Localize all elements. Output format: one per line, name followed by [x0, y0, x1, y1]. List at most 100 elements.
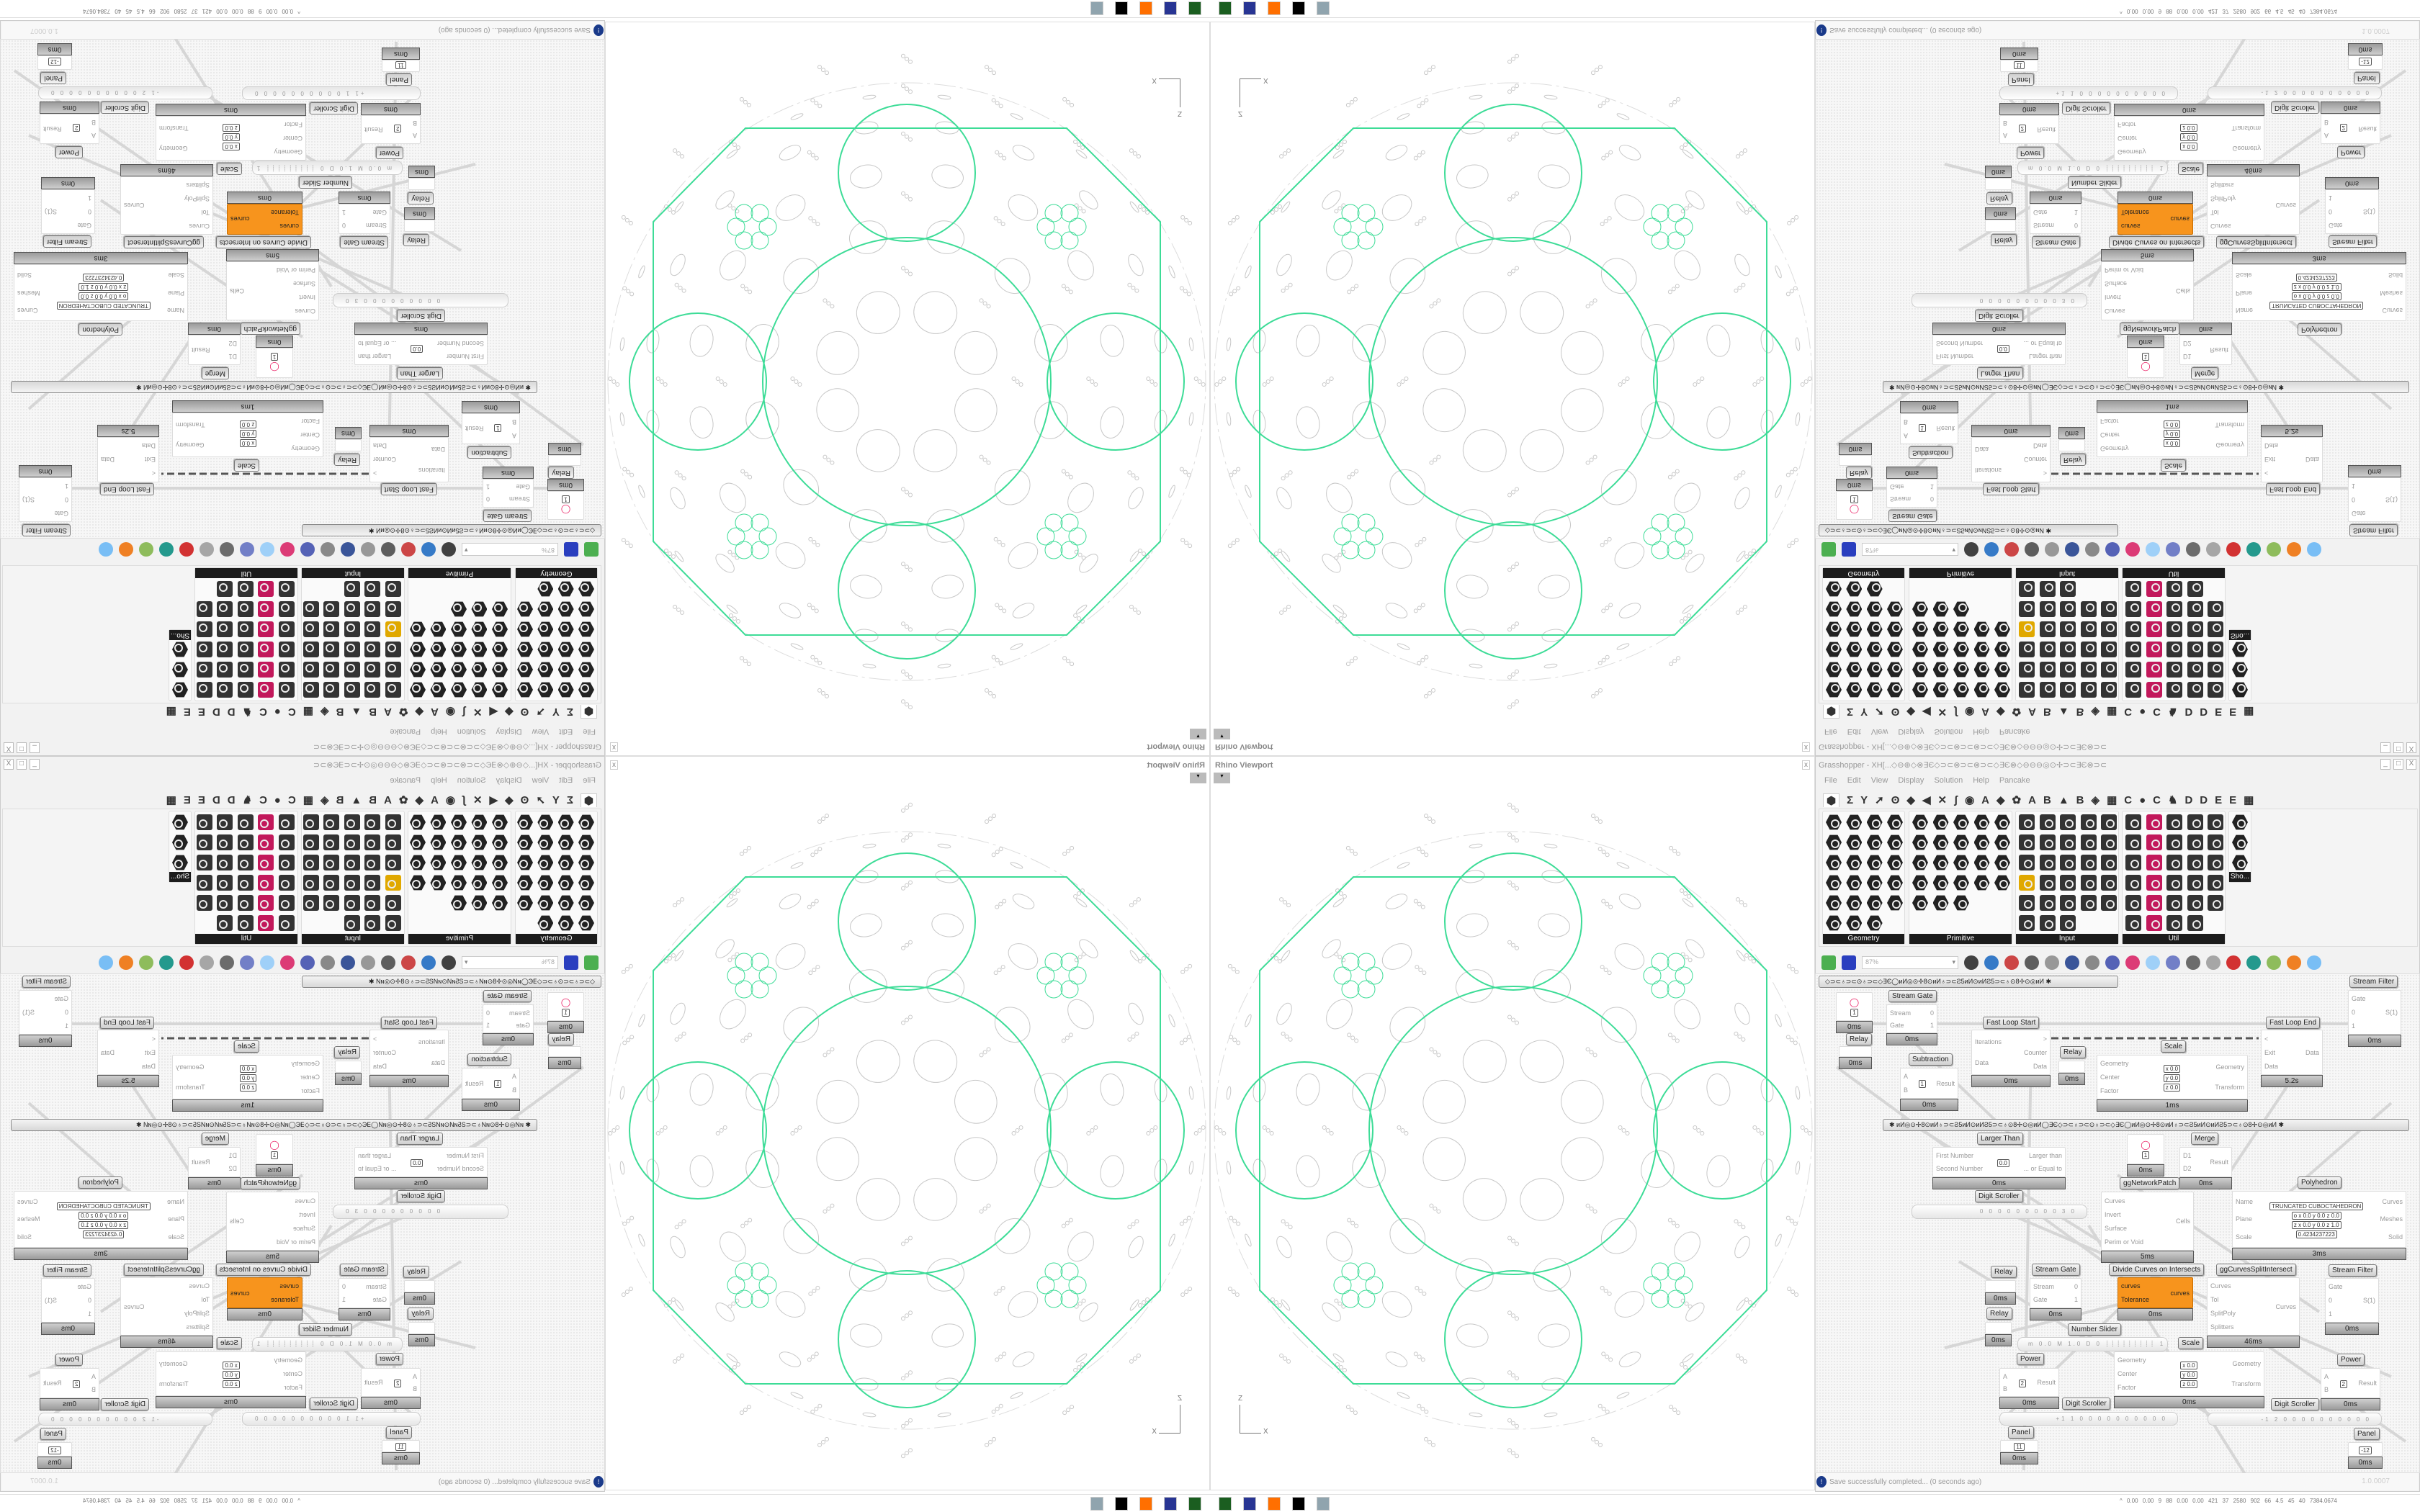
primitive-component-icon[interactable] [1953, 682, 1969, 698]
primitive-component-icon[interactable] [472, 682, 488, 698]
output-port[interactable]: 0 [2074, 222, 2078, 229]
primitive-component-icon[interactable] [451, 814, 467, 830]
util-component-icon[interactable] [2146, 834, 2162, 850]
menu-file[interactable]: File [583, 727, 596, 736]
geometry-component-icon[interactable] [578, 662, 594, 678]
input-component-icon[interactable] [385, 915, 401, 931]
input-component-icon[interactable] [323, 895, 340, 911]
zoom-input[interactable]: 87% [1862, 543, 1958, 556]
preview-eye-icon[interactable] [421, 542, 436, 557]
floppy-64-icon[interactable] [1164, 1497, 1177, 1511]
relay-label[interactable]: Relay [403, 1266, 429, 1278]
new-document-icon[interactable] [1821, 955, 1836, 970]
output-port[interactable]: 0 [342, 222, 346, 229]
value-field[interactable]: 2 [394, 125, 402, 133]
geometry-component-icon[interactable] [558, 621, 574, 637]
util-component-icon[interactable] [2166, 915, 2182, 931]
util-component-icon[interactable] [279, 581, 295, 597]
inkscape-icon[interactable] [1115, 1497, 1128, 1511]
tab[interactable]: ➚ [1875, 706, 1884, 718]
canvas-icon[interactable] [2085, 955, 2099, 970]
util-component-icon[interactable] [2166, 855, 2182, 870]
output-port[interactable]: Geometry [2215, 1063, 2244, 1071]
util-component-icon[interactable] [2208, 834, 2223, 850]
tab[interactable]: ✿ [398, 794, 408, 806]
ggnetworkpatch-component[interactable]: Curves Invert Surface Perim or Void Cells [2101, 1192, 2194, 1251]
output-port[interactable]: Transform [176, 421, 205, 428]
geometry-component-icon[interactable] [537, 875, 553, 891]
slider[interactable]: -1 2 0 0 0 0 0 0 0 0 0 0 [38, 86, 212, 99]
slider-label[interactable]: Number Slider [299, 1323, 352, 1336]
util-component-icon[interactable] [258, 621, 274, 637]
panel-header[interactable]: Util [195, 934, 297, 944]
wires-icon[interactable] [2166, 955, 2180, 970]
geometry-component-icon[interactable] [1866, 814, 1883, 830]
input-port[interactable]: Geometry [2100, 444, 2129, 452]
input-port[interactable]: Geometry [2118, 1356, 2146, 1364]
input-component-icon[interactable] [2080, 682, 2097, 698]
geometry-component-icon[interactable] [558, 834, 574, 850]
geometry-component-icon[interactable] [1867, 682, 1883, 698]
stream-filter-label[interactable]: Stream Filter [22, 524, 71, 536]
fast-loop-end-component[interactable]: < Exit Data Data [97, 437, 159, 482]
ggnetworkpatch-label[interactable]: ggNetworkPatch [2120, 1177, 2180, 1189]
util-component-icon[interactable] [197, 895, 212, 911]
primitive-component-icon[interactable] [1953, 601, 1969, 617]
wireframe-icon[interactable] [2206, 542, 2220, 557]
output-port[interactable]: Counter [2023, 1048, 2047, 1056]
panel-header[interactable]: Primitive [1909, 568, 2012, 578]
ggnetworkpatch-component[interactable]: Curves Invert Surface Perim or Void Cells [2101, 261, 2194, 320]
output-port[interactable]: Result [465, 1079, 484, 1087]
tab[interactable]: ◆ [505, 794, 514, 806]
value-field[interactable]: 11 [2014, 1443, 2025, 1451]
input-component-icon[interactable] [303, 834, 319, 850]
input-port[interactable]: Gate [2352, 509, 2366, 517]
primitive-component-icon[interactable] [492, 875, 508, 891]
slider[interactable]: +1 1 0 0 0 0 0 0 0 0 0 0 [1999, 86, 2178, 100]
ggcurvessplitintersect-label[interactable]: ggCurvesSplitIntersect [2216, 236, 2296, 248]
scale-label[interactable]: Scale [216, 163, 242, 175]
slider-label[interactable]: Digit Scroller [397, 1190, 445, 1202]
tab[interactable]: ▦ [302, 794, 313, 806]
panel-component[interactable]: 11 [2000, 60, 2038, 72]
input-port[interactable]: Stream [2033, 222, 2055, 229]
package-icon[interactable] [2125, 955, 2140, 970]
input-port[interactable]: Curves [295, 1197, 315, 1205]
input-port[interactable]: Exit [144, 456, 156, 464]
output-port[interactable]: 0 [342, 1283, 346, 1290]
input-port[interactable]: Perim or Void [276, 266, 315, 274]
output-port[interactable]: Cells [2175, 287, 2190, 294]
tab[interactable]: Σ [566, 793, 573, 806]
panel-component[interactable]: -12 [2348, 1442, 2383, 1457]
input-component-icon[interactable] [385, 601, 401, 617]
util-component-icon[interactable] [279, 915, 295, 931]
input-component-icon[interactable] [2039, 601, 2056, 617]
output-port[interactable]: Curves [17, 1198, 38, 1206]
output-port[interactable]: Geometry [176, 441, 205, 449]
panel-header[interactable]: Util [2123, 934, 2225, 944]
relay-label[interactable]: Relay [403, 234, 429, 246]
slider-label[interactable]: Digit Scroller [310, 1398, 358, 1410]
output-port[interactable]: 1 [486, 483, 490, 491]
primitive-component-icon[interactable] [1912, 621, 1928, 637]
input-port[interactable]: < [151, 1035, 156, 1043]
tab[interactable]: E [2215, 793, 2223, 806]
panel-component[interactable]: 11 [382, 60, 420, 72]
geometry-component-icon[interactable] [1867, 642, 1883, 657]
panel-header[interactable]: Input [2016, 568, 2118, 578]
geometry-component-icon[interactable] [1886, 834, 1903, 850]
primitive-component-icon[interactable] [431, 814, 447, 830]
value-field[interactable]: z x 0.0 y 0.0 z 1.0 [2291, 283, 2341, 292]
geometry-component-icon[interactable] [517, 642, 533, 657]
input-component-icon[interactable] [2019, 682, 2035, 698]
value-field[interactable]: o x 0.0 y 0.0 z 0.0 [2291, 1211, 2341, 1220]
input-component-icon[interactable] [2101, 682, 2117, 698]
input-component-icon[interactable] [2080, 621, 2097, 637]
primitive-component-icon[interactable] [1994, 875, 2010, 891]
geometry-component-icon[interactable] [1846, 662, 1862, 678]
mesh-icon[interactable] [139, 542, 153, 557]
tab[interactable]: ● [2139, 706, 2146, 719]
input-port[interactable]: Gate [2033, 209, 2048, 216]
input-component-icon[interactable] [2019, 621, 2035, 637]
input-port[interactable]: 1 [2352, 482, 2356, 490]
